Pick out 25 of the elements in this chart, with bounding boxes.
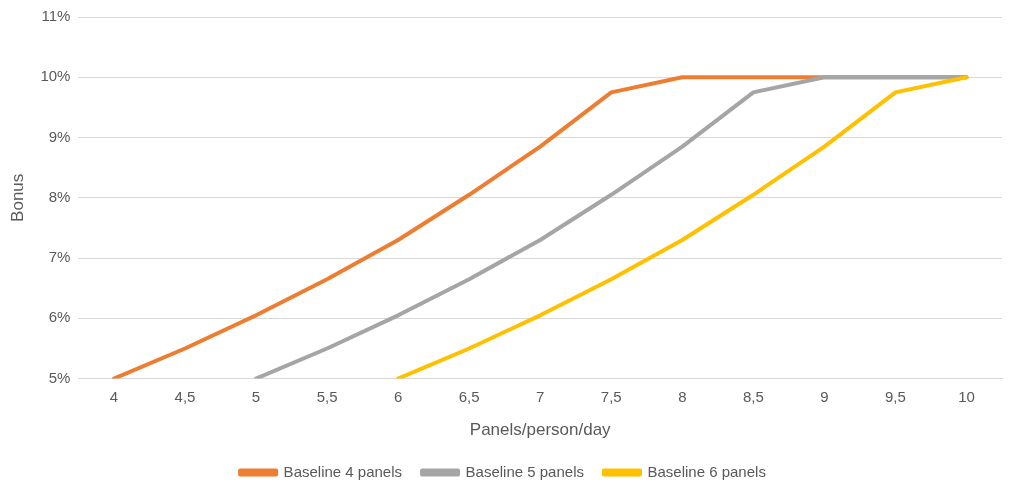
legend-label: Baseline 5 panels (465, 462, 584, 480)
x-tick-label: 10 (958, 387, 975, 405)
x-tick-label: 5,5 (316, 387, 338, 405)
x-tick-label: 7 (536, 387, 545, 405)
x-tick-label: 4,5 (174, 387, 196, 405)
x-tick-label: 9,5 (885, 387, 906, 405)
x-tick-label: 9 (820, 387, 829, 405)
y-tick-label: 9% (48, 127, 71, 145)
x-tick-label: 6,5 (458, 387, 480, 405)
x-tick-label: 4 (109, 387, 119, 405)
y-tick-label: 7% (48, 248, 71, 266)
y-tick-label: 8% (48, 187, 71, 205)
x-axis-title: Panels/person/day (469, 420, 612, 440)
x-tick-label: 6 (393, 387, 403, 405)
legend-label: Baseline 6 panels (647, 462, 766, 480)
y-tick-label: 11% (41, 7, 71, 25)
x-tick-label: 8,5 (742, 387, 764, 405)
y-tick-label: 5% (48, 368, 71, 386)
x-tick-label: 8 (678, 387, 687, 405)
y-tick-label: 10% (40, 67, 71, 85)
x-tick-label: 5 (251, 387, 261, 405)
y-axis-title: Bonus (7, 173, 27, 222)
x-tick-label: 7,5 (600, 387, 622, 405)
legend-label: Baseline 4 panels (283, 462, 403, 480)
y-tick-label: 6% (48, 308, 71, 326)
